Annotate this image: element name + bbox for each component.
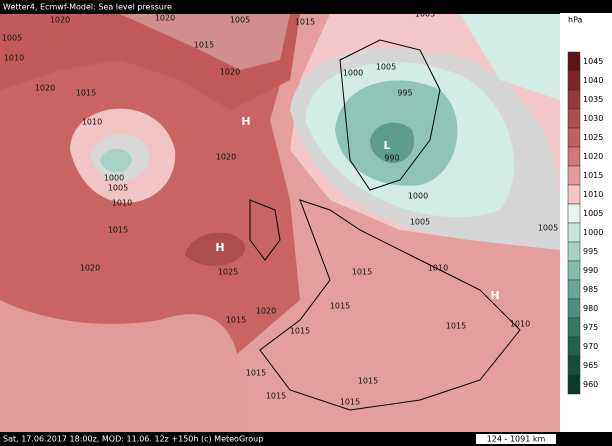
- colorbar-band: [567, 241, 581, 262]
- colorbar-label: 995: [583, 247, 598, 256]
- colorbar-band: [567, 374, 581, 395]
- isobar-label: 1015: [340, 398, 360, 407]
- isobar-label: 1020: [35, 84, 55, 93]
- colorbar-band: [567, 260, 581, 281]
- isobar-label: 1005: [2, 34, 22, 43]
- isobar-labels: 1020100510101020101510101000100510101015…: [2, 10, 558, 407]
- isobar-label: 1015: [266, 392, 286, 401]
- isobar-label: 1005: [376, 63, 396, 72]
- isobar-label: 1020: [155, 14, 175, 23]
- isobar-label: 1010: [4, 54, 24, 63]
- isobar-label: 1000: [408, 192, 428, 201]
- isobar-label: 1000: [104, 174, 124, 183]
- isobar-label: 1020: [80, 264, 100, 273]
- footer-bar: [0, 432, 612, 446]
- isobar-label: 1020: [50, 16, 70, 25]
- isobar-label: 1000: [343, 69, 363, 78]
- colorbar-band: [567, 127, 581, 148]
- pressure-center: L: [383, 139, 390, 152]
- map: [0, 14, 560, 432]
- isobar-label: 1015: [295, 18, 315, 27]
- colorbar-label: 1005: [583, 209, 603, 218]
- header-bar: [0, 0, 612, 13]
- colorbar-band: [567, 222, 581, 243]
- colorbar-band: [567, 279, 581, 300]
- colorbar-label: 985: [583, 285, 598, 294]
- colorbar-label: 1025: [583, 133, 603, 142]
- isobar-label: 1020: [220, 68, 240, 77]
- isobar-label: 1015: [194, 41, 214, 50]
- isobar-label: 1015: [108, 226, 128, 235]
- isobar-label: 1015: [330, 302, 350, 311]
- isobar-label: 1005: [410, 218, 430, 227]
- isobar-label: 1020: [216, 153, 236, 162]
- isobar-label: 1010: [112, 199, 132, 208]
- colorbar-band: [567, 298, 581, 319]
- colorbar-label: 990: [583, 266, 598, 275]
- colorbar-label: 975: [583, 323, 598, 332]
- colorbar-label: 980: [583, 304, 598, 313]
- colorbar-band: [567, 51, 581, 72]
- isobar-label: 1010: [510, 320, 530, 329]
- isobar-label: 1005: [538, 224, 558, 233]
- pressure-center: H: [215, 241, 224, 254]
- colorbar-band: [567, 355, 581, 376]
- isobar-label: 1015: [226, 316, 246, 325]
- isobar-label: 995: [397, 89, 412, 98]
- isobar-label: 1015: [352, 268, 372, 277]
- colorbar-label: 1015: [583, 171, 603, 180]
- colorbar-band: [567, 165, 581, 186]
- colorbar-label: 1035: [583, 95, 603, 104]
- colorbar-band: [567, 108, 581, 129]
- colorbar-band: [567, 336, 581, 357]
- colorbar-label: 1040: [583, 76, 603, 85]
- isobar-label: 1015: [76, 89, 96, 98]
- isobar-label: 1010: [82, 118, 102, 127]
- scale-text: 124 - 1091 km: [487, 435, 546, 444]
- isobar-label: 1005: [415, 10, 435, 19]
- colorbar-label: 1010: [583, 190, 603, 199]
- colorbar-band: [567, 317, 581, 338]
- colorbar-band: [567, 203, 581, 224]
- colorbar-label: 1045: [583, 57, 603, 66]
- colorbar-label: 960: [583, 380, 598, 389]
- isobar-label: 1015: [290, 327, 310, 336]
- isobar-label: 1015: [358, 377, 378, 386]
- pressure-center: H: [490, 289, 499, 302]
- isobar-label: 1005: [108, 184, 128, 193]
- colorbar-band: [567, 89, 581, 110]
- colorbar-label: 965: [583, 361, 598, 370]
- isobar-label: 1015: [446, 322, 466, 331]
- colorbar-label: 1020: [583, 152, 603, 161]
- header-title: Wetter4, Ecmwf-Model: Sea level pressure: [3, 3, 172, 12]
- colorbar-label: 1030: [583, 114, 603, 123]
- colorbar-band: [567, 70, 581, 91]
- colorbar-band: [567, 146, 581, 167]
- isobar-label: 1010: [428, 264, 448, 273]
- isobar-label: 1005: [230, 16, 250, 25]
- pressure-center: H: [241, 115, 250, 128]
- footer-text: Sat, 17.06.2017 18:00z, MOD: 11.06. 12z …: [3, 435, 263, 444]
- legend-unit: hPa: [568, 16, 583, 25]
- isobar-label: 990: [384, 154, 399, 163]
- colorbar-band: [567, 184, 581, 205]
- isobar-label: 1015: [246, 369, 266, 378]
- colorbar-label: 1000: [583, 228, 603, 237]
- colorbar-label: 970: [583, 342, 598, 351]
- scale-box: [476, 434, 556, 444]
- isobar-label: 1025: [218, 268, 238, 277]
- isobar-label: 1020: [256, 307, 276, 316]
- colorbar: 1045 1040 1035 1030 1025 1020 1015 1010 1005 1000…: [567, 51, 603, 395]
